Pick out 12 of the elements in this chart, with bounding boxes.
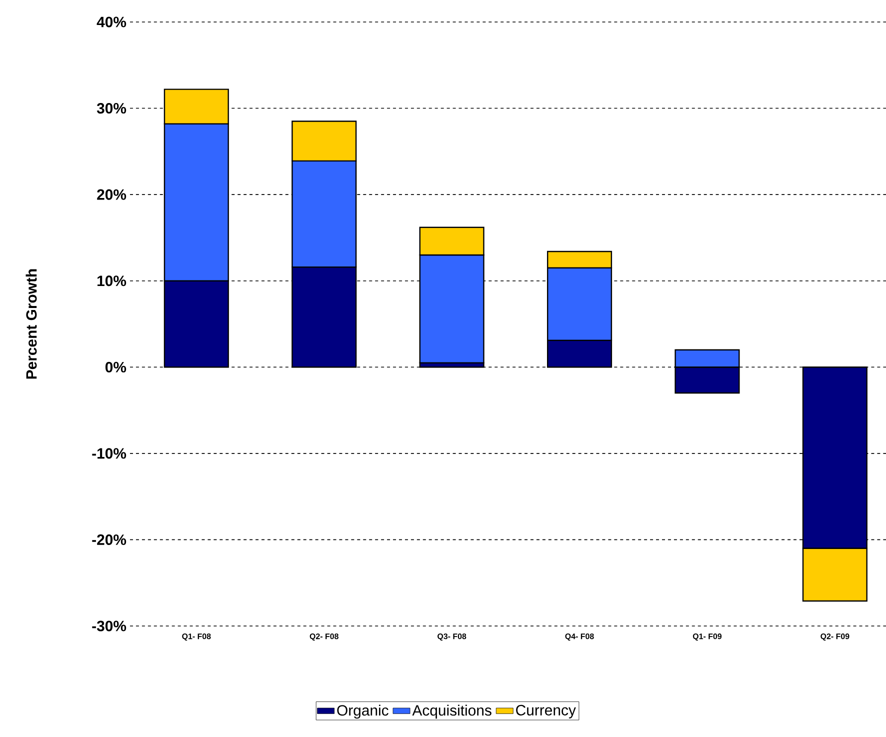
y-tick-label: 20% (97, 189, 126, 200)
legend-label: Currency (516, 704, 576, 718)
y-tick-label: 40% (96, 16, 126, 28)
y-tick-label: 30% (96, 102, 126, 114)
legend-label: Acquisitions (412, 704, 492, 719)
legend-label: Organic (337, 704, 388, 719)
y-tick-label: -10% (92, 448, 126, 459)
y-tick-label: 10% (98, 276, 126, 286)
y-tick-label: 0% (105, 362, 126, 372)
y-tick-label: -30% (92, 620, 126, 632)
y-axis-title: Percent Growth (26, 269, 37, 379)
y-tick-label: -20% (92, 534, 126, 545)
